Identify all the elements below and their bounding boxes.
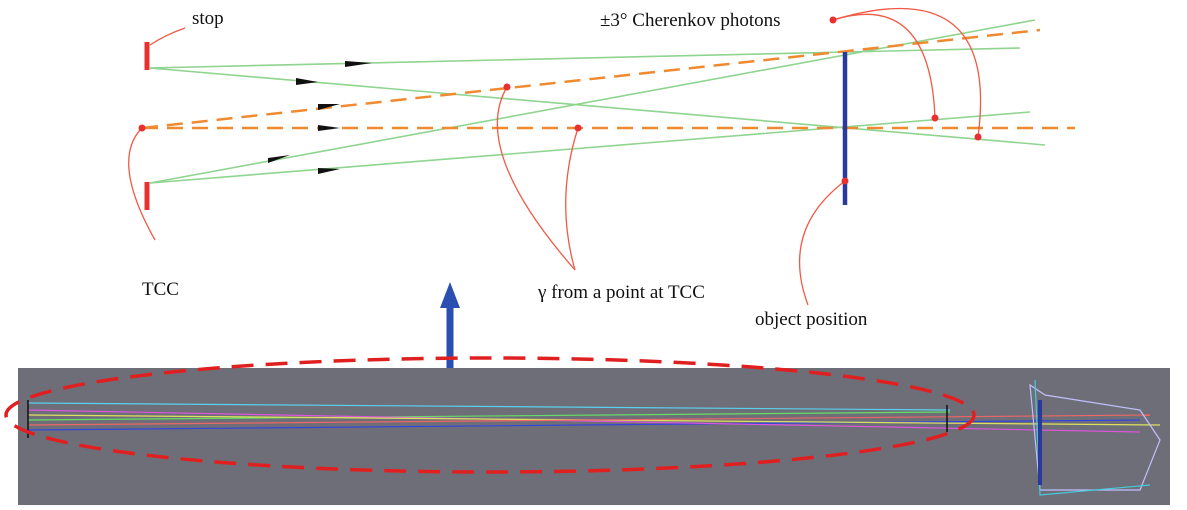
dot: [975, 134, 982, 141]
gamma-label: γ from a point at TCC: [537, 282, 705, 303]
object-label: object position: [755, 309, 868, 330]
dot: [504, 84, 511, 91]
dot: [139, 125, 146, 132]
stop-label: stop: [192, 8, 224, 29]
dot: [932, 115, 939, 122]
dot: [575, 125, 582, 132]
tcc-label: TCC: [142, 279, 179, 300]
dot: [842, 178, 849, 185]
simulation-panel: [18, 368, 1170, 505]
dot: [830, 17, 837, 24]
cherenkov-label: ±3° Cherenkov photons: [600, 10, 781, 31]
diagram: stop ±3° Cherenkov photons TCC γ from a …: [0, 0, 1187, 510]
